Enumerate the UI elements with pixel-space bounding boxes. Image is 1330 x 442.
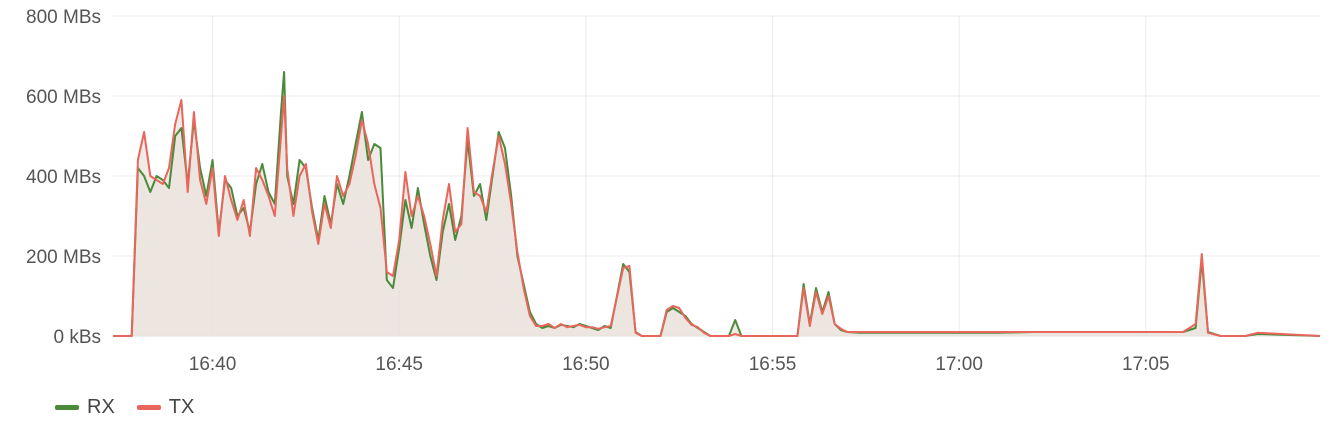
legend-item-tx[interactable]: TX: [136, 396, 195, 419]
y-tick-label: 800 MBs: [26, 7, 101, 28]
x-tick-label: 17:05: [1122, 354, 1170, 375]
y-tick-label: 400 MBs: [26, 167, 101, 188]
area-tx: [113, 96, 1320, 336]
legend-label: TX: [168, 396, 195, 418]
x-axis-labels: 16:40 16:45 16:50 16:55 17:00 17:05: [189, 354, 1170, 375]
x-tick-label: 17:00: [935, 354, 983, 375]
legend-label: RX: [87, 396, 115, 418]
legend-swatch: [55, 405, 79, 410]
chart-legend: RX TX: [55, 396, 194, 419]
series-lines-layer: [113, 71, 1321, 337]
x-tick-label: 16:50: [562, 354, 610, 375]
legend-item-rx[interactable]: RX: [55, 396, 115, 419]
area-fill-layer: [113, 72, 1320, 336]
y-axis-labels: 0 kBs 200 MBs 400 MBs 600 MBs 800 MBs: [26, 7, 101, 348]
y-tick-label: 200 MBs: [26, 247, 101, 268]
y-tick-label: 0 kBs: [53, 327, 101, 348]
x-tick-label: 16:55: [749, 354, 797, 375]
legend-swatch: [136, 405, 161, 410]
x-tick-label: 16:45: [375, 354, 423, 375]
y-tick-label: 600 MBs: [26, 87, 101, 108]
x-tick-label: 16:40: [189, 354, 237, 375]
series-line-tx: [113, 95, 1321, 337]
